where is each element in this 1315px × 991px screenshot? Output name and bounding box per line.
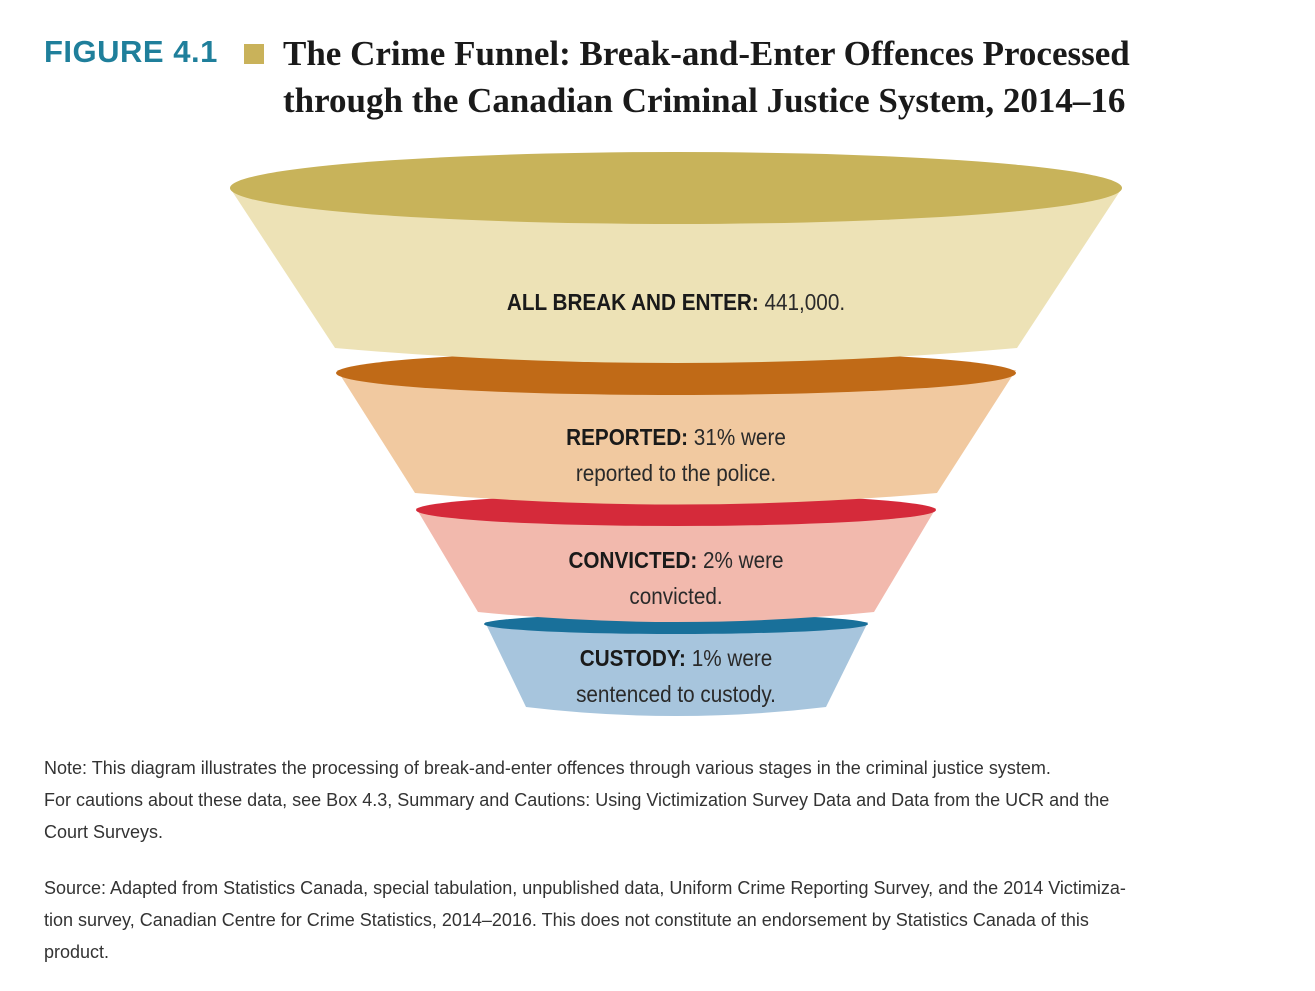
stage-convicted-line-2: convicted. (629, 583, 723, 609)
figure-marker-square (244, 44, 264, 64)
stage-custody-text: CUSTODY: 1% were sentenced to custody. (496, 640, 856, 712)
figure-title: The Crime Funnel: Break-and-Enter Offenc… (283, 30, 1283, 124)
stage-all-label: ALL BREAK AND ENTER: (506, 289, 759, 315)
funnel-stage-convicted-body (416, 508, 936, 622)
stage-reported-value: 31% were (693, 424, 786, 450)
note-line-3: Court Surveys. (44, 822, 164, 842)
note-line-2: For cautions about these data, see Box 4… (44, 790, 1110, 810)
stage-reported-line-2: reported to the police. (575, 460, 777, 486)
funnel-stage-all-body (230, 188, 1122, 363)
figure-label: FIGURE 4.1 (44, 34, 218, 69)
funnel-stage-convicted-rim (416, 494, 936, 526)
stage-convicted-label: CONVICTED: (568, 547, 698, 573)
source-block: Source: Adapted from Statistics Canada, … (44, 872, 1284, 968)
stage-all-text: ALL BREAK AND ENTER: 441,000. (451, 284, 901, 320)
source-line-1: Source: Adapted from Statistics Canada, … (44, 878, 1126, 898)
funnel-stage-custody-body (485, 622, 868, 716)
source-line-2: tion survey, Canadian Centre for Crime S… (44, 910, 1089, 930)
stage-all-value: 441,000. (764, 289, 846, 315)
stage-all-line-1: ALL BREAK AND ENTER: 441,000. (451, 284, 901, 320)
stage-convicted-value: 2% were (703, 547, 784, 573)
figure-title-line-1: The Crime Funnel: Break-and-Enter Offenc… (283, 34, 1130, 73)
funnel-stage-reported-body (337, 370, 1016, 505)
stage-custody-line-1: CUSTODY: 1% were (496, 640, 856, 676)
source-line-3: product. (44, 942, 110, 962)
stage-convicted-text: CONVICTED: 2% were convicted. (496, 542, 856, 614)
stage-reported-text: REPORTED: 31% were reported to the polic… (496, 419, 856, 491)
funnel-stage-all-rim (230, 152, 1122, 224)
stage-convicted-line-1: CONVICTED: 2% were (496, 542, 856, 578)
stage-reported-label: REPORTED: (566, 424, 689, 450)
figure-title-line-2: through the Canadian Criminal Justice Sy… (283, 81, 1126, 120)
note-block: Note: This diagram illustrates the proce… (44, 752, 1284, 848)
stage-custody-value: 1% were (691, 645, 773, 671)
stage-custody-line-2: sentenced to custody. (576, 681, 776, 707)
note-line-1: Note: This diagram illustrates the proce… (44, 758, 1051, 778)
stage-reported-line-1: REPORTED: 31% were (496, 419, 856, 455)
stage-custody-label: CUSTODY: (579, 645, 686, 671)
funnel-stage-reported-rim (336, 351, 1016, 395)
